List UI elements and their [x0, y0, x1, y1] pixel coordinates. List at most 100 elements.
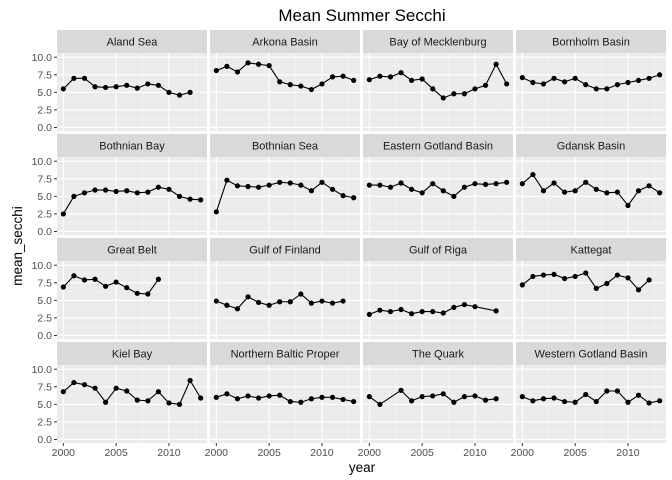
data-point	[461, 184, 468, 190]
x-tick-label: 2010	[310, 447, 334, 459]
y-tick-label: 0.0	[37, 434, 52, 446]
data-point	[277, 79, 283, 85]
facet-strip-label: Bothnian Bay	[99, 141, 165, 153]
data-point	[340, 193, 346, 199]
data-point	[187, 377, 193, 384]
data-point	[472, 86, 478, 92]
data-point	[572, 75, 578, 81]
data-point	[255, 395, 262, 401]
data-point	[625, 79, 631, 86]
y-tick-label: 10.0	[32, 156, 53, 168]
data-point	[155, 276, 162, 282]
data-point	[377, 73, 383, 79]
data-point	[519, 181, 525, 187]
data-point	[430, 393, 436, 399]
facet-strip	[210, 238, 360, 261]
facet-panel: Great Belt 0.0 2.5 5.0 7.5 10.0	[32, 238, 207, 342]
facet-panel: Kattegat	[516, 238, 666, 339]
data-point	[398, 306, 404, 313]
facet-strip	[516, 342, 666, 365]
data-point	[451, 399, 457, 405]
y-tick-label: 2.5	[37, 105, 52, 117]
data-point	[245, 294, 251, 300]
data-point	[419, 394, 425, 400]
facet-strip	[363, 238, 513, 261]
data-point	[430, 86, 436, 92]
facet-strip	[57, 238, 207, 261]
x-axis-title: year	[349, 460, 376, 475]
facet-strip-label: Eastern Gotland Basin	[383, 141, 493, 153]
data-point	[155, 82, 162, 88]
data-point	[408, 311, 415, 317]
data-point	[187, 196, 193, 202]
facet-strip-label: Gdansk Basin	[557, 141, 625, 153]
data-point	[646, 277, 652, 283]
data-point	[60, 389, 66, 395]
data-point	[213, 209, 219, 215]
data-point	[277, 299, 283, 305]
data-point	[604, 388, 610, 394]
data-point	[340, 396, 346, 403]
data-point	[124, 82, 130, 88]
facet-panel: Western Gotland Basin 2000 2005 2010	[511, 342, 666, 459]
facet-strip	[57, 342, 207, 365]
data-point	[145, 189, 151, 195]
data-point	[540, 396, 547, 402]
data-point	[308, 396, 315, 402]
data-point	[308, 300, 315, 306]
data-point	[81, 382, 88, 388]
data-point	[635, 77, 642, 84]
data-point	[493, 61, 499, 67]
data-point	[81, 75, 88, 81]
x-tick-label: 2005	[563, 447, 587, 459]
data-point	[377, 182, 383, 188]
data-point	[308, 188, 315, 194]
data-point	[387, 74, 394, 80]
data-point	[102, 399, 109, 405]
data-point	[81, 190, 88, 196]
data-point	[366, 394, 372, 400]
data-point	[461, 91, 468, 97]
data-point	[134, 85, 140, 91]
facet-strip-label: Kiel Bay	[112, 349, 153, 361]
data-point	[145, 398, 151, 404]
data-point	[277, 392, 283, 398]
data-point	[451, 304, 457, 310]
y-tick-label: 0.0	[37, 122, 52, 134]
data-point	[155, 389, 162, 395]
data-point	[387, 308, 394, 315]
data-point	[319, 179, 325, 185]
x-tick-label: 2010	[463, 447, 487, 459]
data-point	[657, 190, 663, 196]
data-point	[646, 75, 652, 81]
data-point	[255, 184, 262, 190]
data-point	[530, 273, 536, 280]
data-point	[593, 86, 599, 92]
data-point	[530, 171, 536, 178]
facet-strip	[363, 30, 513, 53]
data-point	[398, 180, 404, 186]
data-point	[482, 82, 489, 88]
data-point	[366, 182, 372, 188]
y-tick-label: 7.5	[37, 69, 52, 81]
data-point	[593, 398, 599, 405]
data-point	[472, 304, 478, 310]
data-point	[255, 299, 262, 306]
data-point	[572, 188, 578, 194]
data-point	[493, 308, 499, 314]
data-point	[319, 394, 325, 400]
data-point	[124, 188, 130, 194]
data-point	[287, 398, 293, 405]
x-tick-label: 2005	[257, 447, 281, 459]
data-point	[213, 67, 219, 74]
data-point	[482, 397, 489, 403]
data-point	[551, 75, 557, 81]
data-point	[319, 81, 325, 87]
facet-strip-label: Bay of Mecklenburg	[389, 37, 486, 49]
data-point	[472, 393, 478, 399]
data-point	[482, 181, 489, 188]
data-point	[593, 285, 599, 292]
data-point	[298, 83, 304, 89]
facet-strip-label: Gulf of Finland	[249, 245, 321, 257]
